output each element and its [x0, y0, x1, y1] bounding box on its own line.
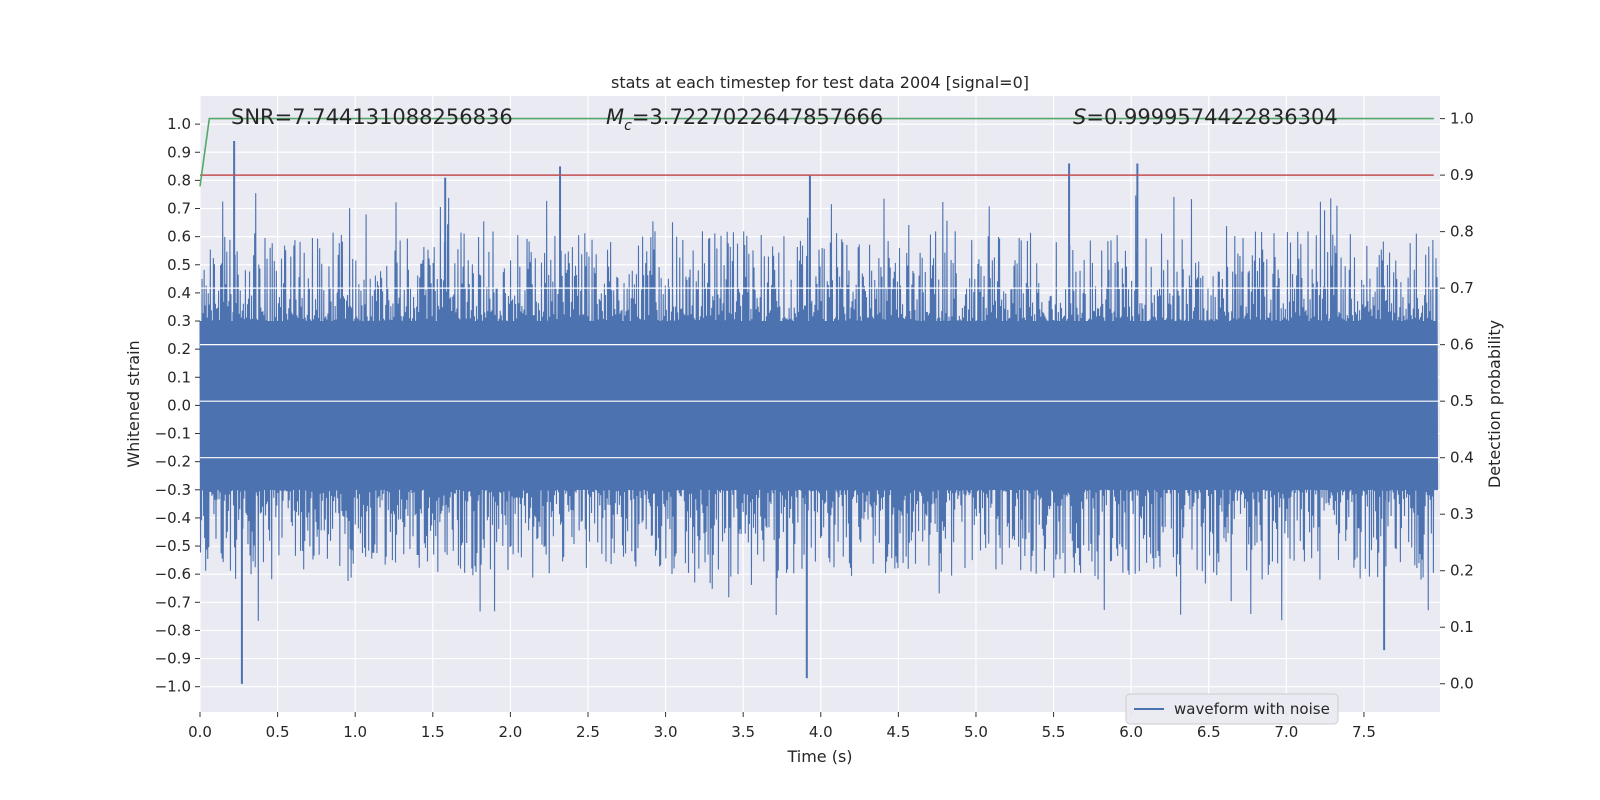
- chirp-mass-subscript: c: [624, 118, 632, 134]
- y-tick-label: −0.6: [155, 565, 191, 583]
- y2-tick-label: 0.4: [1450, 449, 1474, 467]
- chirp-mass-symbol: M: [606, 105, 624, 129]
- y-tick-label: 1.0: [167, 115, 191, 133]
- y-axis-label: Whitened strain: [124, 340, 143, 467]
- y-axis-right: 1.0 0.9 0.8 0.7 0.6 0.5 0.4 0.3 0.2 0.1 0.0: [1440, 110, 1474, 693]
- y-tick-label: −0.7: [155, 593, 191, 611]
- probability-lines: [199, 117, 1434, 187]
- x-tick-label: 0.5: [266, 723, 290, 741]
- y-tick-label: −0.8: [155, 621, 191, 639]
- y-tick-label: 0.3: [167, 312, 191, 330]
- y-tick-label: 0.8: [167, 171, 191, 189]
- y-tick-label: 0.6: [167, 228, 191, 246]
- y-tick-label: 0.4: [167, 284, 191, 302]
- y-tick-label: −0.5: [155, 537, 191, 555]
- y-tick-label: 0.2: [167, 340, 191, 358]
- y-tick-label: −0.3: [155, 481, 191, 499]
- y-tick-label: 0.7: [167, 200, 191, 218]
- y2-tick-label: 0.1: [1450, 618, 1474, 636]
- chirp-mass-annotation: Mc=3.7227022647857666: [606, 105, 883, 134]
- y2-tick-label: 0.0: [1450, 675, 1474, 693]
- y-tick-label: 0.0: [167, 396, 191, 414]
- x-tick-label: 3.0: [654, 723, 678, 741]
- x-tick-label: 7.0: [1274, 723, 1298, 741]
- y-tick-label: 0.1: [167, 368, 191, 386]
- y2-tick-label: 1.0: [1450, 110, 1474, 128]
- significance-symbol: S: [1073, 105, 1086, 129]
- x-tick-label: 1.0: [343, 723, 367, 741]
- y-tick-label: −0.9: [155, 650, 191, 668]
- y2-tick-label: 0.8: [1450, 223, 1474, 241]
- snr-annotation: SNR=7.744131088256836: [231, 105, 513, 129]
- y2-tick-label: 0.2: [1450, 562, 1474, 580]
- x-tick-label: 3.5: [731, 723, 755, 741]
- significance-value: =0.9999574422836304: [1086, 105, 1337, 129]
- y-tick-label: 0.9: [167, 143, 191, 161]
- y2-tick-label: 0.7: [1450, 279, 1474, 297]
- x-tick-label: 4.5: [886, 723, 910, 741]
- x-tick-label: 1.5: [421, 723, 445, 741]
- legend: waveform with noise: [1125, 693, 1339, 725]
- x-tick-label: 0.0: [188, 723, 212, 741]
- x-axis: 0.0 0.5 1.0 1.5 2.0 2.5 3.0 3.5 4.0 4.5 5.0 5.5 6.0 6…: [188, 712, 1376, 741]
- x-tick-label: 7.5: [1352, 723, 1376, 741]
- significance-annotation: S=0.9999574422836304: [1073, 105, 1338, 129]
- y-tick-label: −0.4: [155, 509, 191, 527]
- chirp-mass-value: =3.7227022647857666: [632, 105, 883, 129]
- waveform-core-band: [200, 321, 1437, 490]
- y2-tick-label: 0.6: [1450, 336, 1474, 354]
- x-tick-label: 4.0: [809, 723, 833, 741]
- legend-label-waveform: waveform with noise: [1174, 700, 1330, 718]
- y2-tick-label: 0.3: [1450, 505, 1474, 523]
- x-axis-label: Time (s): [786, 747, 852, 766]
- x-tick-label: 6.0: [1119, 723, 1143, 741]
- y-tick-label: 0.5: [167, 256, 191, 274]
- x-tick-label: 5.0: [964, 723, 988, 741]
- y2-tick-label: 0.5: [1450, 392, 1474, 410]
- waveform-series: [199, 141, 1440, 684]
- y2-axis-label: Detection probability: [1485, 320, 1504, 488]
- detection-probability-line: [199, 117, 1434, 187]
- x-tick-label: 5.5: [1042, 723, 1066, 741]
- x-tick-label: 6.5: [1197, 723, 1221, 741]
- legend-box: [1125, 693, 1339, 725]
- y-tick-label: −0.2: [155, 453, 191, 471]
- x-tick-label: 2.5: [576, 723, 600, 741]
- y-tick-label: −0.1: [155, 425, 191, 443]
- y2-tick-label: 0.9: [1450, 166, 1474, 184]
- chart-title: stats at each timestep for test data 200…: [611, 73, 1029, 92]
- y-tick-label: −1.0: [155, 678, 191, 696]
- x-tick-label: 2.0: [498, 723, 522, 741]
- y-axis-left: 1.0 0.9 0.8 0.7 0.6 0.5 0.4 0.3 0.2 0.1 0.0 −0.1 −0.…: [155, 115, 200, 696]
